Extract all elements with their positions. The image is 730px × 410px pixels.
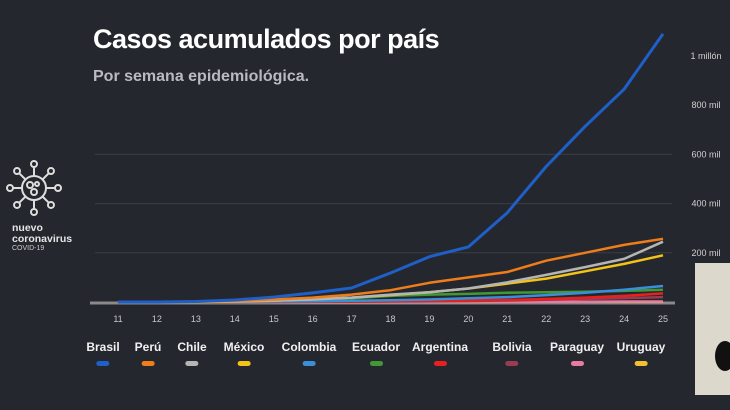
legend-item: Ecuador (352, 340, 400, 366)
logo-line1: nuevo (12, 222, 43, 234)
legend-swatch (505, 361, 519, 366)
y-tick-label: 200 mil (691, 248, 720, 258)
chart-subtitle: Por semana epidemiológica. (93, 68, 310, 85)
legend-item: Perú (134, 340, 162, 366)
x-tick-label: 21 (502, 314, 512, 324)
y-tick-label: 600 mil (691, 149, 720, 159)
x-tick-label: 22 (541, 314, 551, 324)
chart-title: Casos acumulados por país (93, 24, 440, 54)
legend-label: Bolivia (492, 340, 532, 354)
x-tick-label: 23 (580, 314, 590, 324)
webcam-overlay (695, 263, 730, 395)
y-tick-label: 400 mil (691, 199, 720, 209)
series-line-brasil (118, 33, 665, 304)
legend-swatch (433, 361, 447, 366)
x-tick-label: 20 (463, 314, 473, 324)
x-tick-label: 13 (191, 314, 201, 324)
x-tick-label: 12 (152, 314, 162, 324)
legend-label: México (223, 340, 265, 354)
legend-swatch (570, 361, 584, 366)
y-tick-label: 1 millón (690, 51, 721, 61)
legend-label: Paraguay (549, 340, 605, 354)
x-tick-label: 24 (619, 314, 629, 324)
logo-line2: coronavirus (12, 233, 73, 245)
legend-item: México (223, 340, 265, 366)
legend-item: Uruguay (616, 340, 666, 366)
legend-item: Paraguay (550, 340, 604, 366)
legend-label: Ecuador (351, 340, 401, 354)
legend-label: Perú (134, 340, 162, 354)
legend-swatch (96, 361, 110, 366)
logo-line3: COVID-19 (12, 245, 45, 252)
x-tick-label: 16 (308, 314, 318, 324)
legend-swatch (185, 361, 199, 366)
legend-label: Colombia (281, 340, 337, 354)
x-tick-label: 15 (269, 314, 279, 324)
x-tick-label: 18 (385, 314, 395, 324)
legend-swatch (141, 361, 155, 366)
y-tick-label: 800 mil (691, 100, 720, 110)
virus-icon (6, 160, 62, 216)
legend-label: Chile (177, 340, 207, 354)
coronavirus-logo: nuevo coronavirus COVID-19 (4, 158, 73, 252)
legend-swatch (369, 361, 383, 366)
legend-item: Brasil (86, 340, 120, 366)
legend-item: Colombia (281, 340, 337, 366)
x-tick-label: 19 (424, 314, 434, 324)
x-tick-label: 14 (230, 314, 240, 324)
legend-swatch (634, 361, 648, 366)
legend-label: Uruguay (616, 340, 666, 354)
x-tick-label: 17 (347, 314, 357, 324)
x-tick-label: 25 (658, 314, 668, 324)
legend-item: Bolivia (492, 340, 532, 366)
legend-swatch (237, 361, 251, 366)
legend-label: Brasil (86, 340, 120, 354)
x-tick-label: 11 (113, 314, 122, 324)
legend-swatch (302, 361, 316, 366)
legend-label: Argentina (411, 340, 469, 354)
legend-item: Argentina (412, 340, 468, 366)
legend-item: Chile (177, 340, 207, 366)
